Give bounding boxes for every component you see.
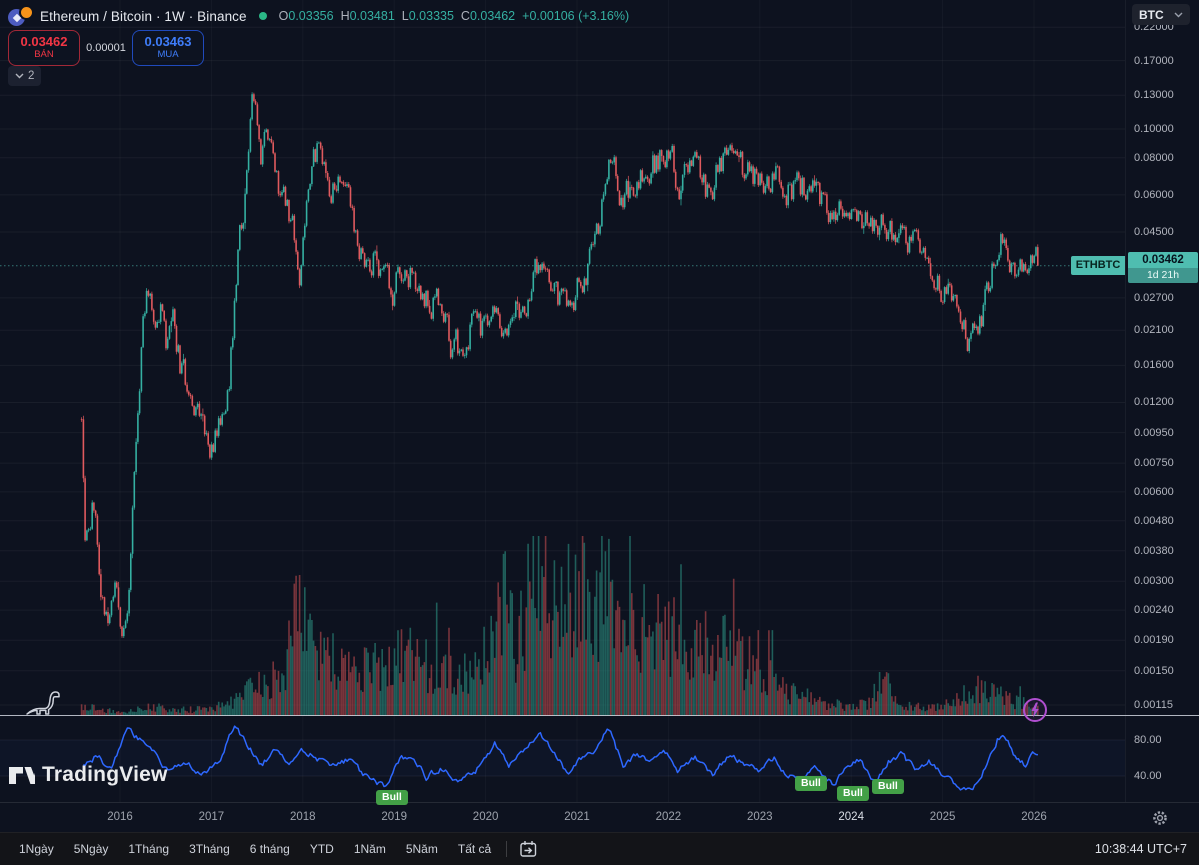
bull-signal-badge: Bull (795, 776, 827, 791)
symbol-header: Ethereum / Bitcoin · 1W · Binance O0.033… (8, 5, 629, 27)
range-buttons: 1Ngày 5Ngày 1Tháng 3Tháng 6 tháng YTD 1Năm 5Năm… (12, 838, 498, 860)
settings-gear-icon[interactable] (1152, 810, 1168, 826)
time-axis-label: 2024 (838, 811, 864, 823)
oscillator-line (83, 725, 1038, 791)
price-axis-label: 0.00240 (1134, 604, 1174, 617)
range-button-3tháng[interactable]: 3Tháng (189, 842, 230, 856)
volume-layer (80, 536, 1039, 716)
price-axis-label: 0.00115 (1134, 698, 1173, 711)
indicator-axis-label: 80.00 (1134, 734, 1162, 746)
range-button-1ngày[interactable]: 1Ngày (19, 842, 54, 856)
price-scale-currency-dropdown[interactable]: BTC (1132, 4, 1190, 25)
time-axis-label: 2022 (655, 811, 682, 823)
chevron-down-icon (15, 73, 24, 79)
time-axis-label: 2026 (1021, 811, 1047, 823)
price-axis-label: 0.08000 (1134, 151, 1174, 164)
time-axis-label: 2020 (472, 811, 499, 823)
price-axis-label: 0.00300 (1134, 575, 1174, 588)
range-button-5ngày[interactable]: 5Ngày (73, 842, 109, 856)
chart-canvas[interactable] (0, 0, 1125, 802)
pane-separator[interactable] (0, 715, 1199, 716)
symbol-title[interactable]: Ethereum / Bitcoin · 1W · Binance (40, 8, 247, 24)
range-button-ytd[interactable]: YTD (309, 842, 334, 856)
price-axis-label: 0.00480 (1134, 514, 1174, 527)
price-axis-label: 0.06000 (1134, 188, 1174, 201)
bull-signal-badge: Bull (376, 790, 408, 805)
low-value: 0.03335 (408, 9, 454, 23)
change-value: +0.00106 (+3.16%) (522, 9, 630, 23)
price-axis-label: 0.01600 (1134, 359, 1174, 372)
price-axis-label: 0.00750 (1134, 457, 1174, 470)
price-axis-label: 0.00380 (1134, 544, 1174, 557)
price-axis[interactable]: BTC 0.03462 1d 21h 0.22000 0.17000 0.13000… (1125, 0, 1199, 802)
time-axis-label: 2021 (564, 811, 590, 823)
time-axis-label: 2025 (929, 811, 956, 823)
time-axis-label: 2018 (290, 811, 316, 823)
bottom-toolbar: 1Ngày 5Ngày 1Tháng 3Tháng 6 tháng YTD 1Năm 5Năm… (0, 832, 1199, 865)
dinosaur-icon (26, 691, 60, 715)
time-axis[interactable]: 2016 2017 2018 2019 2020 2021 2022 2023 2024 2025… (0, 802, 1199, 833)
price-axis-label: 0.00950 (1134, 426, 1174, 439)
go-to-date-button[interactable] (515, 838, 542, 860)
chevron-down-icon (1174, 12, 1183, 17)
eth-btc-pair-icon (8, 5, 34, 27)
price-axis-label: 0.00600 (1134, 485, 1174, 498)
go-to-date-calendar-icon (520, 841, 537, 857)
buy-button[interactable]: 0.03463 MUA (132, 30, 204, 66)
price-axis-label: 0.02100 (1134, 324, 1174, 337)
time-axis-label: 2023 (747, 811, 773, 823)
trade-widget: 0.03462 BÁN 0.00001 0.03463 MUA (8, 30, 204, 66)
price-axis-label: 0.01200 (1134, 396, 1174, 409)
bull-signal-badge: Bull (837, 786, 869, 801)
sell-button[interactable]: 0.03462 BÁN (8, 30, 80, 66)
range-button-tất-cả[interactable]: Tất cả (457, 842, 492, 856)
market-open-dot-icon[interactable] (258, 12, 267, 20)
high-value: 0.03481 (349, 9, 395, 23)
range-button-6-tháng[interactable]: 6 tháng (249, 842, 290, 856)
time-axis-label: 2016 (107, 811, 133, 823)
price-axis-label: 0.02700 (1134, 291, 1174, 304)
time-axis-label: 2019 (381, 811, 407, 823)
indicator-axis-label: 40.00 (1134, 770, 1162, 782)
bull-signal-badge: Bull (872, 779, 904, 794)
range-button-5năm[interactable]: 5Năm (405, 842, 438, 856)
symbol-price-line-tag: ETHBTC (1071, 255, 1125, 275)
close-value: 0.03462 (469, 9, 516, 23)
price-axis-label: 0.13000 (1134, 89, 1174, 102)
tradingview-logo-icon (9, 767, 35, 784)
last-price: 0.03462 (1128, 251, 1198, 268)
price-axis-label: 0.17000 (1134, 54, 1174, 67)
price-axis-label: 0.04500 (1134, 225, 1174, 238)
ohlc-values: O0.03356 H0.03481 L0.03335 C0.03462 +0.0… (278, 9, 630, 23)
clock[interactable]: 10:38:44 UTC+7 (1094, 842, 1187, 856)
tradingview-wordmark: TradingView (42, 762, 168, 786)
spread-value: 0.00001 (86, 42, 126, 54)
toolbar-divider (506, 841, 508, 857)
price-axis-label: 0.10000 (1134, 123, 1174, 135)
collapse-indicators-chip[interactable]: 2 (8, 66, 42, 86)
time-axis-label: 2017 (198, 811, 225, 823)
range-button-1tháng[interactable]: 1Tháng (128, 842, 170, 856)
tradingview-watermark[interactable]: TradingView (8, 761, 168, 788)
bitcoin-icon (19, 5, 34, 20)
candles-layer (80, 92, 1039, 638)
current-price-badge: 0.03462 1d 21h (1128, 251, 1198, 283)
bar-countdown: 1d 21h (1128, 267, 1198, 283)
price-axis-label: 0.00150 (1134, 664, 1174, 677)
price-axis-label: 0.00190 (1134, 634, 1174, 647)
open-value: 0.03356 (288, 9, 334, 23)
flash-lightning-icon[interactable] (1021, 696, 1049, 724)
grid-layer (0, 26, 1125, 777)
range-button-1năm[interactable]: 1Năm (353, 842, 386, 856)
